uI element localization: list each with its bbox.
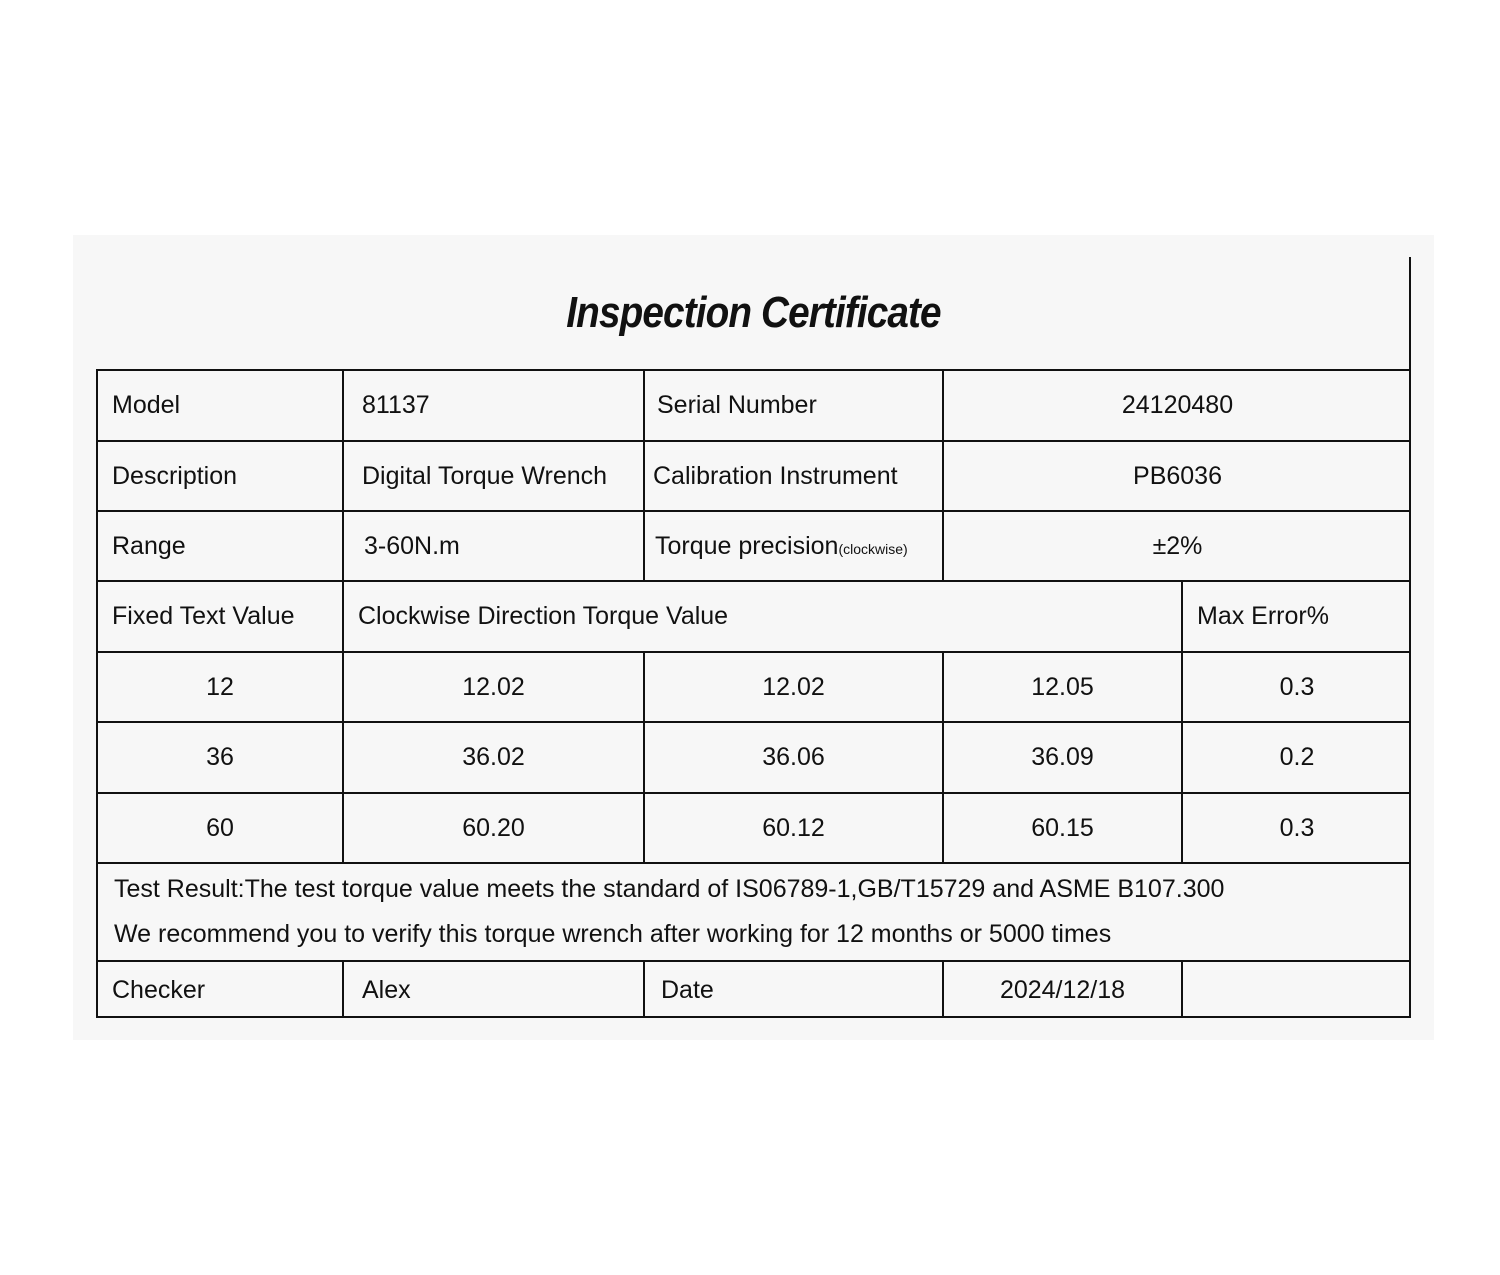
torque-reading-1: 12.02 bbox=[342, 651, 643, 721]
range-label: Range bbox=[96, 510, 342, 580]
recommendation-line: We recommend you to verify this torque w… bbox=[114, 920, 1112, 948]
fixed-value: 12 bbox=[96, 651, 342, 721]
serial-number-value: 24120480 bbox=[942, 369, 1411, 440]
torque-precision-value: ±2% bbox=[942, 510, 1411, 580]
test-result: Test Result:The test torque value meets … bbox=[96, 862, 1411, 960]
checker-label: Checker bbox=[96, 960, 342, 1018]
description-label: Description bbox=[96, 440, 342, 510]
calibration-instrument-label: Calibration Instrument bbox=[643, 440, 942, 510]
torque-reading-2: 36.06 bbox=[643, 721, 942, 792]
max-error-header: Max Error% bbox=[1181, 580, 1411, 651]
date-value: 2024/12/18 bbox=[942, 960, 1181, 1018]
serial-number-label: Serial Number bbox=[643, 369, 942, 440]
range-value: 3-60N.m bbox=[342, 510, 643, 580]
torque-reading-2: 12.02 bbox=[643, 651, 942, 721]
model-label: Model bbox=[96, 369, 342, 440]
model-value: 81137 bbox=[342, 369, 643, 440]
calibration-instrument-value: PB6036 bbox=[942, 440, 1411, 510]
torque-precision-note: (clockwise) bbox=[838, 541, 908, 557]
torque-precision-text: Torque precision bbox=[655, 532, 839, 560]
max-error-value: 0.3 bbox=[1181, 651, 1411, 721]
test-result-line: Test Result:The test torque value meets … bbox=[114, 875, 1225, 903]
fixed-value: 36 bbox=[96, 721, 342, 792]
max-error-value: 0.2 bbox=[1181, 721, 1411, 792]
torque-reading-3: 60.15 bbox=[942, 792, 1181, 862]
torque-reading-3: 12.05 bbox=[942, 651, 1181, 721]
checker-value: Alex bbox=[342, 960, 643, 1018]
torque-precision-label: Torque precision (clockwise) bbox=[643, 510, 942, 580]
empty-cell bbox=[1181, 960, 1411, 1018]
torque-reading-2: 60.12 bbox=[643, 792, 942, 862]
torque-reading-1: 36.02 bbox=[342, 721, 643, 792]
fixed-value-header: Fixed Text Value bbox=[96, 580, 342, 651]
date-label: Date bbox=[643, 960, 942, 1018]
torque-reading-1: 60.20 bbox=[342, 792, 643, 862]
clockwise-torque-header: Clockwise Direction Torque Value bbox=[342, 580, 1181, 651]
torque-reading-3: 36.09 bbox=[942, 721, 1181, 792]
fixed-value: 60 bbox=[96, 792, 342, 862]
description-value: Digital Torque Wrench bbox=[342, 440, 643, 510]
inspection-certificate-table: Inspection Certificate Model 81137 Seria… bbox=[96, 257, 1411, 1018]
certificate-title: Inspection Certificate bbox=[566, 288, 941, 337]
max-error-value: 0.3 bbox=[1181, 792, 1411, 862]
